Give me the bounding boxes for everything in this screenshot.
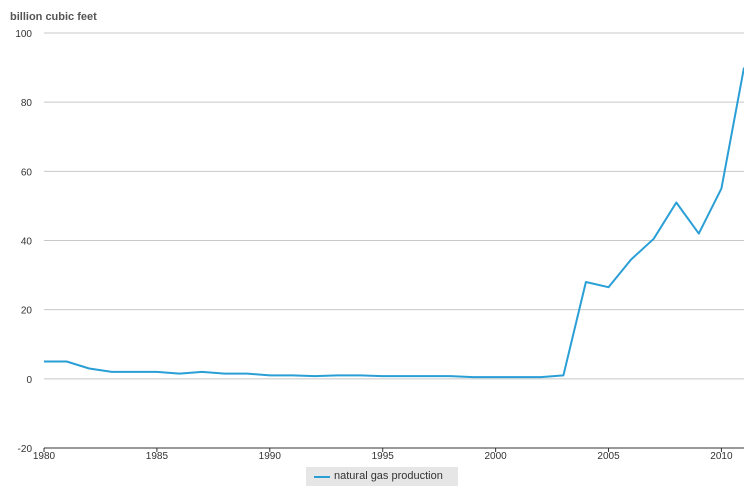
y-tick-label: 20 (21, 306, 33, 317)
legend: natural gas production (306, 467, 458, 486)
series-line-natural-gas-production (44, 67, 744, 379)
legend-swatch (314, 476, 330, 478)
x-tick-label: 1990 (259, 451, 282, 462)
axes: -20 0 20 40 60 80 100 1980 1985 1990 1995 2000 2005 2… (15, 29, 744, 462)
y-tick-label: 80 (21, 98, 33, 109)
x-tick-label: 2000 (484, 451, 507, 462)
y-tick-label: -20 (18, 444, 33, 455)
y-tick-label: 100 (15, 29, 32, 40)
x-tick-label: 1980 (33, 451, 56, 462)
x-tick-label: 1995 (372, 451, 395, 462)
x-tick-label: 1985 (146, 451, 169, 462)
legend-label: natural gas production (334, 470, 443, 482)
y-tick-label: 60 (21, 167, 33, 178)
grid-lines (44, 32, 744, 449)
series-layer (44, 67, 744, 379)
y-axis-label: billion cubic feet (10, 11, 97, 23)
y-tick-label: 0 (26, 375, 32, 386)
y-tick-label: 40 (21, 237, 33, 248)
x-tick-label: 2010 (710, 451, 733, 462)
x-tick-label: 2005 (597, 451, 620, 462)
